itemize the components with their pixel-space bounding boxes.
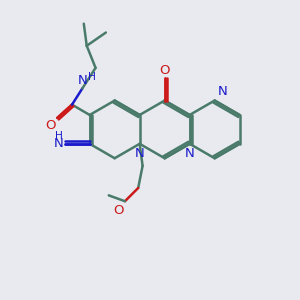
Text: N: N (77, 74, 87, 87)
Text: N: N (218, 85, 228, 98)
Text: N: N (135, 147, 145, 160)
Text: O: O (113, 204, 124, 217)
Text: H: H (88, 72, 96, 82)
Text: N: N (53, 137, 63, 150)
Text: H: H (55, 130, 63, 141)
Text: N: N (185, 147, 194, 160)
Text: O: O (45, 119, 56, 132)
Text: O: O (159, 64, 170, 77)
